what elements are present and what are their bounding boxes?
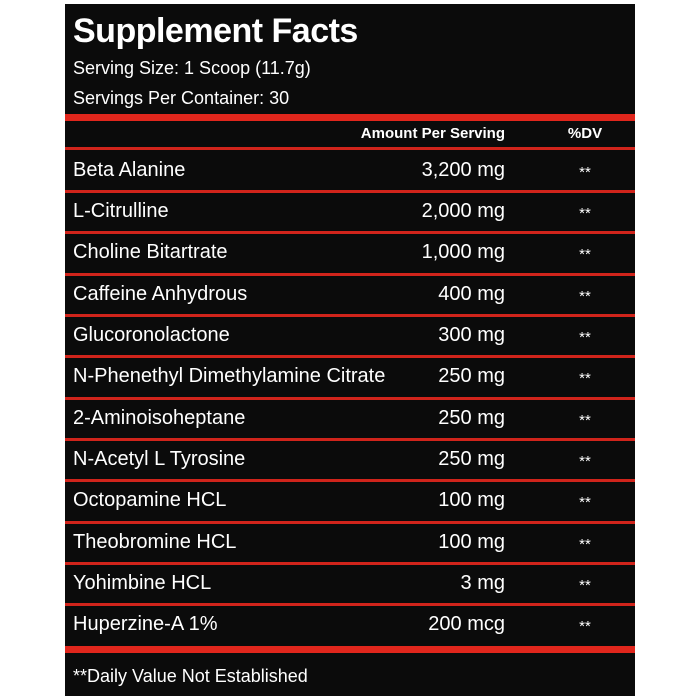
- footnote: **Daily Value Not Established: [73, 666, 308, 686]
- ingredient-amount: 400 mg: [438, 282, 505, 305]
- daily-value: **: [579, 494, 591, 512]
- divider: [65, 396, 635, 400]
- ingredient-name: Beta Alanine: [73, 158, 186, 181]
- serving-size: Serving Size: 1 Scoop (11.7g): [73, 58, 311, 78]
- ingredient-amount: 250 mg: [438, 406, 505, 429]
- divider: [65, 189, 635, 193]
- divider: [65, 479, 635, 483]
- servings-per-container: Servings Per Container: 30: [73, 88, 290, 108]
- ingredient-name: Choline Bitartrate: [73, 241, 228, 264]
- ingredient-amount: 3 mg: [460, 572, 505, 594]
- ingredient-amount: 100 mg: [438, 489, 505, 512]
- divider: [65, 114, 635, 121]
- daily-value: **: [579, 577, 591, 594]
- daily-value: **: [579, 453, 591, 470]
- ingredient-amount: 300 mg: [438, 324, 505, 346]
- ingredient-name: Octopamine HCL: [73, 489, 227, 512]
- daily-value: **: [579, 370, 591, 388]
- daily-value: **: [579, 618, 591, 636]
- ingredient-amount: 250 mg: [438, 365, 505, 388]
- ingredient-name: N-Phenethyl Dimethylamine Citrate: [73, 365, 386, 388]
- daily-value: **: [579, 535, 591, 553]
- daily-value: **: [579, 329, 591, 346]
- divider: [65, 231, 635, 235]
- ingredient-name: Glucoronolactone: [73, 324, 230, 346]
- ingredient-amount: 2,000 mg: [421, 200, 505, 222]
- ingredient-name: N-Acetyl L Tyrosine: [73, 448, 246, 470]
- divider: [65, 520, 635, 524]
- daily-value: **: [579, 163, 591, 181]
- ingredient-name: Caffeine Anhydrous: [73, 282, 248, 305]
- column-header: Amount Per Serving: [360, 125, 505, 142]
- divider: [65, 313, 635, 317]
- ingredient-amount: 250 mg: [438, 448, 505, 470]
- ingredient-name: Huperzine-A 1%: [73, 613, 218, 636]
- supplement-facts-panel: Supplement Facts Serving Size: 1 Scoop (…: [65, 4, 635, 696]
- divider: [65, 272, 635, 276]
- ingredient-amount: 100 mg: [438, 530, 505, 553]
- divider: [65, 147, 635, 150]
- ingredient-amount: 3,200 mg: [421, 158, 505, 181]
- divider: [65, 561, 635, 565]
- column-header: %DV: [567, 125, 603, 142]
- divider: [65, 437, 635, 441]
- daily-value: **: [579, 287, 591, 305]
- divider: [65, 603, 635, 607]
- ingredient-name: Yohimbine HCL: [73, 572, 212, 594]
- daily-value: **: [579, 205, 591, 222]
- ingredient-name: 2-Aminoisoheptane: [73, 406, 246, 429]
- ingredient-name: L-Citrulline: [73, 200, 169, 222]
- title: Supplement Facts: [73, 12, 358, 50]
- divider: [65, 355, 635, 359]
- daily-value: **: [579, 246, 591, 264]
- daily-value: **: [579, 411, 591, 429]
- ingredient-name: Theobromine HCL: [73, 530, 237, 553]
- ingredient-amount: 1,000 mg: [421, 241, 505, 264]
- divider: [65, 646, 635, 653]
- ingredient-amount: 200 mcg: [428, 613, 505, 636]
